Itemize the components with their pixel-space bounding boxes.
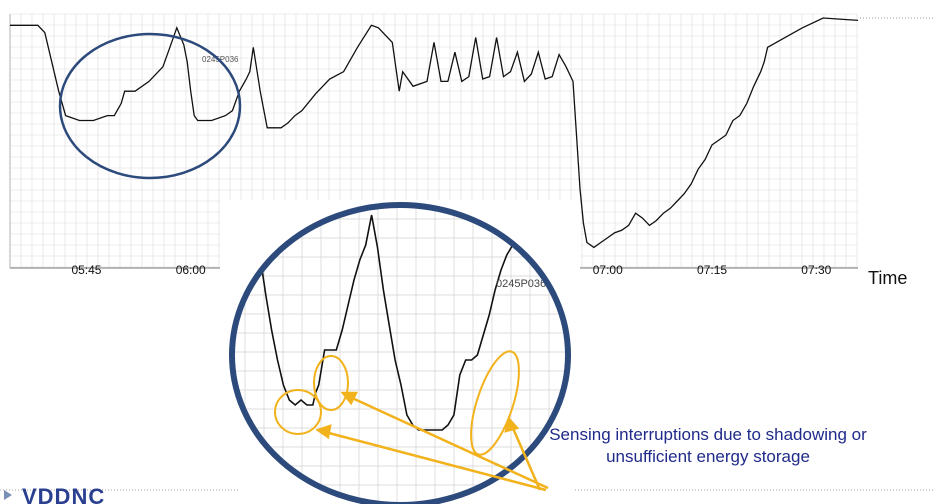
x-tick-label: 06:00 xyxy=(176,263,206,277)
x-tick-label: 07:15 xyxy=(697,263,727,277)
x-tick-label: 05:45 xyxy=(71,263,101,277)
x-axis-label: Time xyxy=(868,268,908,288)
annotation-text: Sensing interruptions due to shadowing o… xyxy=(549,425,867,466)
interruption-marker-1 xyxy=(274,389,322,435)
zoom-level-trace xyxy=(253,214,549,431)
x-tick-label: 07:00 xyxy=(593,263,623,277)
annotation-arrows xyxy=(315,391,549,492)
x-tick-label: 07:30 xyxy=(801,263,831,277)
zoom-circle xyxy=(229,202,571,504)
interruption-marker-2 xyxy=(313,355,349,411)
interruption-marker-3 xyxy=(470,350,520,456)
zoom-sensor-id: 0245P036 xyxy=(496,278,546,290)
logo-text: VDDNC xyxy=(22,486,106,504)
full-chart-ticks: 05:45 06:00 07:00 07:15 07:30 xyxy=(71,263,831,277)
highlight-circle-small xyxy=(58,32,242,180)
logo-triangle-icon xyxy=(4,490,12,500)
logo: VDDNC xyxy=(0,486,120,504)
full-level-trace xyxy=(10,17,859,249)
